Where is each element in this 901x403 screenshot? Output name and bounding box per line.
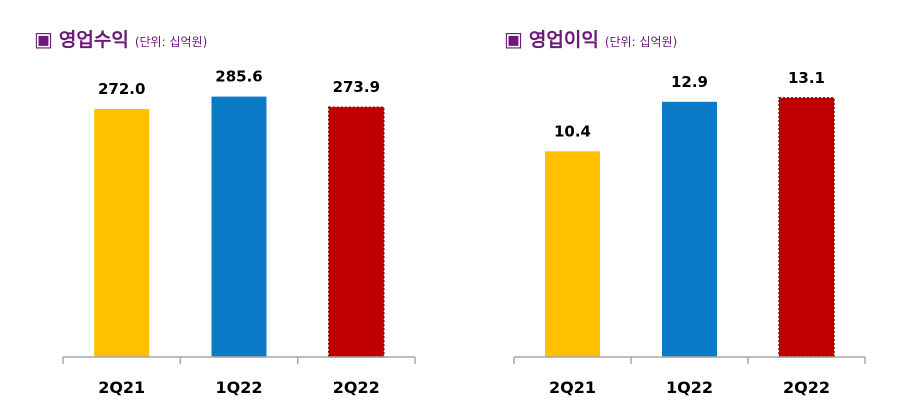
revenue-bar-chart: 272.0 2Q21 285.6 1Q22 273.9 2Q22 [62, 68, 416, 397]
data-label: 285.6 [215, 68, 262, 86]
square-bullet-icon: ▣ [34, 27, 53, 51]
x-tick-label: 2Q22 [333, 378, 380, 397]
bar [211, 96, 267, 357]
bar [94, 109, 150, 357]
chart-title-row: ▣ 영업이익 (단위: 십억원) [504, 25, 677, 52]
x-tick-label: 1Q22 [666, 378, 713, 397]
x-tick-label: 2Q21 [549, 378, 596, 397]
chart-unit: (단위: 십억원) [134, 35, 208, 49]
x-tick-label: 2Q22 [783, 378, 830, 397]
chart-unit: (단위: 십억원) [604, 35, 678, 49]
square-bullet-icon: ▣ [504, 27, 523, 51]
bar [328, 106, 385, 358]
chart-title: 영업수익 [58, 29, 129, 51]
x-tick-label: 2Q21 [98, 378, 145, 397]
chart-title-row: ▣ 영업수익 (단위: 십억원) [34, 25, 207, 52]
operating-revenue-panel: ▣ 영업수익 (단위: 십억원) 272.0 2Q21 285.6 1Q22 273.9… [0, 0, 450, 403]
data-label: 12.9 [671, 73, 708, 91]
bar [545, 151, 600, 357]
operating-profit-panel: ▣ 영업이익 (단위: 십억원) 10.4 2Q21 12.9 1Q22 13.1 2Q2… [450, 0, 901, 403]
data-label: 272.0 [98, 80, 145, 98]
x-tick-label: 1Q22 [216, 378, 263, 397]
data-label: 10.4 [554, 122, 591, 140]
bar [778, 97, 835, 358]
data-label: 273.9 [333, 78, 380, 96]
profit-bar-chart: 10.4 2Q21 12.9 1Q22 13.1 2Q22 [513, 69, 866, 397]
chart-title: 영업이익 [528, 29, 599, 51]
bar [662, 101, 717, 357]
data-label: 13.1 [788, 69, 825, 87]
